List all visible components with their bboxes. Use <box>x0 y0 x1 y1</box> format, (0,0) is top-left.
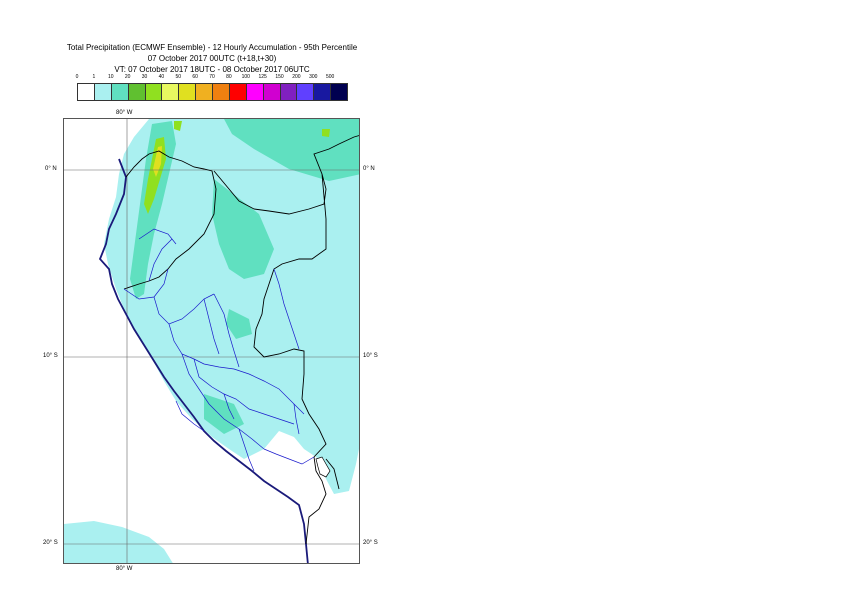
precip-medium-east <box>212 179 274 279</box>
precipitation-map <box>63 118 360 564</box>
legend-swatch <box>93 83 112 101</box>
legend-swatch <box>212 83 230 101</box>
legend-swatch <box>144 83 163 101</box>
precip-medium-south <box>204 394 244 434</box>
legend-threshold-label: 40 <box>158 74 165 80</box>
graticule <box>64 119 359 563</box>
lon-label-bottom: 80° W <box>116 566 133 572</box>
legend-swatch <box>279 83 298 101</box>
lat-label-left-10: 10° S <box>43 353 58 359</box>
legend-threshold-label: 50 <box>175 74 182 80</box>
legend-swatch <box>110 83 129 101</box>
coastline <box>98 158 309 563</box>
lake-titicaca <box>315 456 331 478</box>
legend-threshold-label: 300 <box>309 74 318 80</box>
precip-heavy-core-4 <box>322 129 330 137</box>
legend-threshold-label: 100 <box>241 74 250 80</box>
legend-threshold-label: 125 <box>258 74 267 80</box>
legend-threshold-label: 60 <box>192 74 198 80</box>
lat-label-right-0: 0° N <box>363 166 375 172</box>
lat-label-right-10: 10° S <box>363 353 378 359</box>
legend-swatch <box>313 83 332 101</box>
national-border <box>123 135 359 545</box>
valid-time: VT: 07 October 2017 18UTC - 08 October 2… <box>114 65 310 74</box>
lat-label-left-20: 20° S <box>43 540 58 546</box>
legend-threshold-label: 80 <box>226 74 232 80</box>
legend-threshold-label: 0 <box>75 74 79 80</box>
precip-heavy-core-2 <box>153 146 162 177</box>
regional-borders <box>123 228 315 472</box>
legend-swatch <box>127 83 146 101</box>
lat-label-left-0: 0° N <box>45 166 57 172</box>
legend-colorbar <box>77 83 348 101</box>
legend-threshold-label: 30 <box>141 74 148 80</box>
precip-light-patch-sw <box>64 521 173 563</box>
legend-swatch <box>245 83 264 101</box>
precip-medium-patch <box>226 309 252 339</box>
legend-swatch <box>296 83 315 101</box>
legend-threshold-label: 200 <box>292 74 301 80</box>
legend-swatch <box>77 83 95 101</box>
legend-threshold-label: 500 <box>325 74 335 80</box>
map-canvas <box>64 119 359 563</box>
legend-swatch <box>178 83 197 101</box>
legend-swatch <box>195 83 213 101</box>
lat-label-right-20: 20° S <box>363 540 378 546</box>
legend-threshold-label: 70 <box>209 74 215 80</box>
base-time: 07 October 2017 00UTC (t+18,t+30) <box>147 54 277 63</box>
legend-swatch <box>161 83 180 101</box>
lon-label-top: 80° W <box>116 110 133 116</box>
map-title: Total Precipitation (ECMWF Ensemble) - 1… <box>66 43 358 52</box>
legend-threshold-label: 150 <box>275 74 284 80</box>
legend-labels: 0 1 10 20 30 40 50 60 70 80 100 125 150 200 300 500 <box>68 74 368 84</box>
legend-threshold-label: 20 <box>124 74 131 80</box>
legend-swatch <box>228 83 247 101</box>
legend-swatch <box>330 83 348 101</box>
precip-heavy-core-3 <box>174 121 182 131</box>
legend-threshold-label: 10 <box>107 74 114 80</box>
legend-swatch <box>262 83 281 101</box>
precip-medium-andes <box>130 121 176 299</box>
legend-threshold-label: 1 <box>92 74 96 80</box>
